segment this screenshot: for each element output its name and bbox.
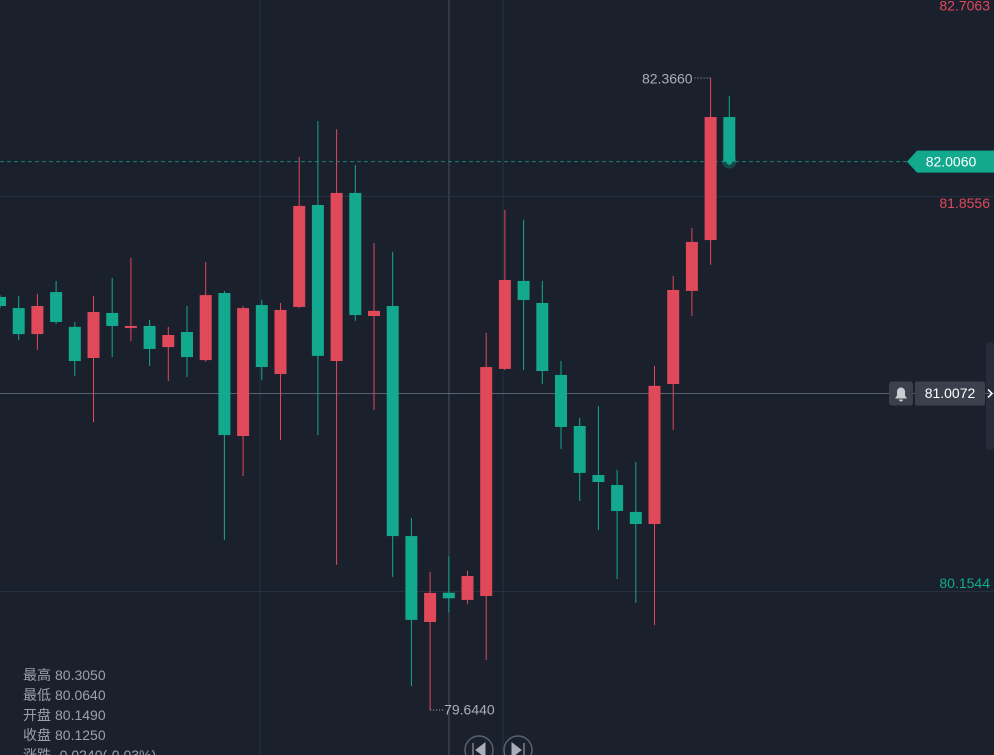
candle-body	[424, 592, 437, 622]
candle-body	[162, 335, 175, 348]
info-label: 最高	[23, 667, 51, 683]
last-price-badge	[907, 150, 994, 173]
min-label: 79.6440	[444, 702, 495, 718]
candle-body	[124, 325, 137, 329]
candle-body	[330, 192, 343, 362]
candle-body	[68, 326, 81, 362]
candle-body	[723, 117, 736, 162]
candle-body	[237, 308, 250, 437]
info-value: 80.0640	[55, 687, 106, 703]
info-label: 最低	[23, 687, 51, 703]
info-label: 开盘	[23, 707, 51, 723]
candle-body	[255, 305, 268, 368]
candle-body	[573, 426, 586, 473]
candle-body	[0, 296, 6, 306]
candle-body	[218, 292, 231, 436]
info-value: -0.0240(-0.03%)	[55, 747, 156, 755]
prev-button[interactable]	[464, 735, 494, 755]
crosshair-label: 81.0072	[925, 385, 976, 401]
candle-body	[106, 312, 119, 326]
info-row: 开盘 80.1490	[23, 707, 106, 723]
info-label: 涨跌	[23, 747, 51, 755]
candle-body	[685, 241, 698, 291]
candle-body	[498, 279, 511, 369]
candle-body	[480, 367, 493, 596]
candle-body	[199, 295, 212, 361]
next-button[interactable]	[503, 735, 533, 755]
info-value: 80.1490	[55, 707, 106, 723]
y-tick-label: 82.7063	[939, 0, 990, 14]
candle-body	[349, 192, 362, 316]
candle-body	[611, 484, 624, 511]
candle-body	[704, 117, 717, 241]
last-price-dot	[726, 158, 733, 165]
candle-body	[31, 305, 44, 335]
candle-body	[517, 280, 530, 300]
y-tick-label: 81.8556	[939, 195, 990, 211]
info-label: 收盘	[23, 727, 51, 743]
candle-body	[648, 385, 661, 524]
candle-body	[87, 312, 100, 358]
candle-body	[555, 374, 567, 427]
candle-body	[461, 576, 474, 600]
info-row: 收盘 80.1250	[23, 727, 106, 743]
candle-body	[536, 302, 549, 371]
candle-body	[311, 205, 324, 356]
candle-body	[629, 511, 642, 524]
candle-body	[667, 289, 680, 385]
candle-body	[143, 325, 156, 349]
last-price-label: 82.0060	[926, 153, 977, 169]
info-value: 80.1250	[55, 727, 106, 743]
candle-body	[181, 331, 193, 358]
candle-body	[274, 309, 287, 375]
candle-body	[405, 536, 418, 620]
candle-body	[442, 592, 455, 599]
candle-body	[293, 205, 306, 307]
candle-body	[12, 308, 25, 335]
info-row: 最低 80.0640	[23, 687, 106, 703]
max-label: 82.3660	[642, 71, 693, 87]
info-value: 80.3050	[55, 667, 106, 683]
crosshair-badge	[915, 381, 985, 406]
info-row: 涨跌 -0.0240(-0.03%)	[23, 747, 156, 755]
candle-body	[386, 305, 399, 537]
info-row: 最高 80.3050	[23, 667, 106, 683]
expand-icon	[987, 388, 994, 399]
candle-body	[592, 475, 605, 482]
y-tick-label: 80.1544	[939, 575, 990, 591]
bell-icon	[895, 387, 907, 402]
candle-body	[50, 292, 63, 323]
candle-body	[368, 310, 380, 316]
